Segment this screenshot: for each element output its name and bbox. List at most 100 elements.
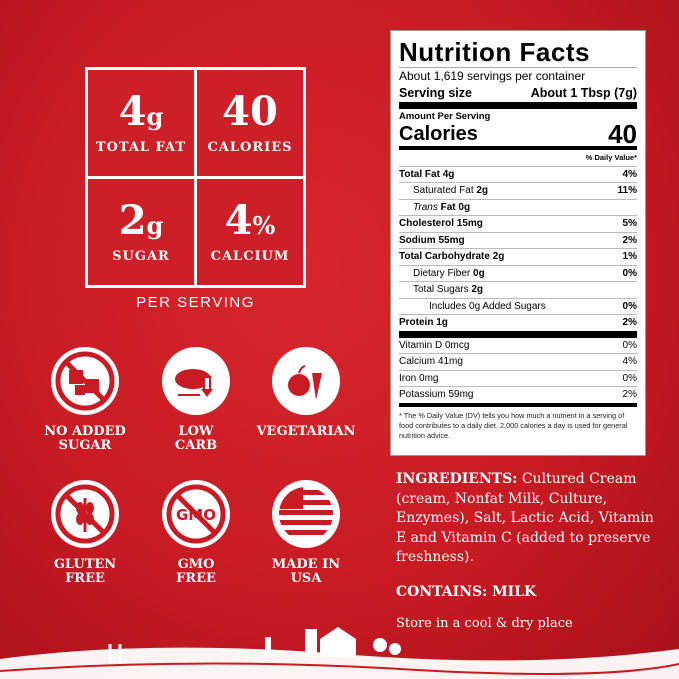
label: CALCIUM <box>210 248 290 264</box>
badge-label: USA <box>290 571 322 586</box>
farm-landscape-illustration <box>0 627 679 679</box>
label: SUGAR <box>112 248 170 264</box>
value: 4 <box>224 196 253 244</box>
vitamin-row: Potassium 59mg 2% <box>399 387 637 407</box>
name: Calcium 41mg <box>399 356 463 367</box>
footnote: * The % Daily Value (DV) tells you how m… <box>399 410 628 440</box>
name: Iron 0mg <box>399 372 439 384</box>
badge-made-in-usa: MADE IN USA <box>251 478 361 586</box>
badge-label: VEGETARIAN <box>256 424 356 439</box>
no-wheat-icon <box>51 480 119 548</box>
amount: 15mg <box>456 218 483 229</box>
allergen-statement: CONTAINS: MILK <box>396 584 537 600</box>
amount: 2g <box>476 185 489 196</box>
nutrient-row: Includes 0g Added Sugars 0% <box>399 299 637 315</box>
name: Dietary Fiber <box>413 267 471 279</box>
badge-label: SUGAR <box>58 438 112 453</box>
value: 40 <box>608 119 637 149</box>
unit: g <box>146 210 164 240</box>
badge-label: GLUTEN <box>53 557 117 572</box>
no-sugar-cubes-icon <box>51 347 119 415</box>
badge-label: FREE <box>176 571 216 586</box>
nutrient-name: Dietary Fiber 0g <box>399 266 485 282</box>
ingredients-text: Cultured Cream (cream, Nonfat Milk, Cult… <box>396 471 654 565</box>
name: Total Fat <box>399 168 440 180</box>
nutrient-row: Dietary Fiber 0g 0% <box>399 266 637 282</box>
us-flag-icon <box>272 480 340 548</box>
vegetables-icon <box>272 347 340 415</box>
label: Serving size <box>399 86 472 100</box>
value: 2 <box>118 196 147 244</box>
value: About 1 Tbsp (7g) <box>530 86 637 100</box>
name: Vitamin D 0mcg <box>399 339 470 351</box>
badge-no-added-sugar: NO ADDED SUGAR <box>30 345 140 453</box>
highlight-calcium: 4% CALCIUM <box>197 179 303 285</box>
nutrient-row: Protein 1g 2% <box>399 315 637 338</box>
vitamin-row: Calcium 41mg 4% <box>399 354 637 371</box>
daily-value: 2% <box>622 317 637 328</box>
name: Trans <box>413 201 438 213</box>
nutrient-row: Saturated Fat 2g 11% <box>399 183 637 200</box>
name: Sodium <box>399 234 436 246</box>
amount: 2g <box>492 251 505 262</box>
badge-vegetarian: VEGETARIAN <box>251 345 361 439</box>
amount: 0g <box>473 267 485 279</box>
name: Cholesterol <box>399 218 455 229</box>
badge-label: FREE <box>65 571 105 586</box>
badge-label: NO ADDED <box>44 424 126 439</box>
nutrient-name: Total Sugars 2g <box>399 282 483 298</box>
daily-value: 5% <box>622 218 637 229</box>
nutrient-row: Trans Fat 0g <box>399 200 637 216</box>
amount: 1g <box>436 317 448 328</box>
badge-label: LOW <box>178 424 214 439</box>
calories-row: Calories 40 <box>399 119 637 150</box>
label: % Daily Value* <box>585 153 637 162</box>
daily-value: 1% <box>622 251 637 262</box>
daily-value: 4% <box>622 356 637 367</box>
nutrient-name: Protein 1g <box>399 315 448 331</box>
label: TOTAL FAT <box>95 139 187 155</box>
highlight-total-fat: 4g TOTAL FAT <box>88 70 194 176</box>
daily-value: 2% <box>622 234 637 246</box>
value: 40 <box>222 87 278 135</box>
name: Total Carbohydrate <box>399 251 490 262</box>
name: Protein <box>399 317 434 328</box>
label: Calories <box>399 123 478 145</box>
daily-value: 0% <box>622 300 637 312</box>
nutrient-row: Cholesterol 15mg 5% <box>399 216 637 233</box>
low-carb-bread-icon <box>162 347 230 415</box>
vitamin-row: Vitamin D 0mcg 0% <box>399 338 637 354</box>
nutrient-name: Saturated Fat 2g <box>399 183 488 199</box>
daily-value: 11% <box>617 185 637 196</box>
badge-gluten-free: GLUTEN FREE <box>30 478 140 586</box>
daily-value: 0% <box>622 267 637 279</box>
badge-label: CARB <box>174 438 218 453</box>
nutrient-row: Total Carbohydrate 2g 1% <box>399 249 637 266</box>
serving-size-row: Serving size About 1 Tbsp (7g) <box>399 85 637 109</box>
daily-value: 4% <box>622 168 637 180</box>
name: Total Sugars <box>413 284 469 295</box>
nutrition-facts-label: Nutrition Facts About 1,619 servings per… <box>390 30 646 456</box>
nutrition-highlights-grid: 4g TOTAL FAT 40 CALORIES 2g SUGAR 4% CALCIUM <box>85 67 306 288</box>
badge-low-carb: LOW CARB <box>141 345 251 453</box>
label: CALORIES <box>207 139 293 155</box>
badge-label: MADE IN <box>271 557 341 572</box>
amount: 55mg <box>438 234 465 246</box>
nutrient-name: Total Fat 4g <box>399 167 454 183</box>
amount: Fat 0g <box>440 201 471 213</box>
dv-header: % Daily Value* <box>399 150 637 167</box>
name: Saturated Fat <box>413 185 474 196</box>
amount: 2g <box>471 284 484 295</box>
highlight-sugar: 2g SUGAR <box>88 179 194 285</box>
value: 4 <box>118 87 147 135</box>
per-serving-label: PER SERVING <box>136 294 255 311</box>
servings-per-container: About 1,619 servings per container <box>399 69 586 83</box>
vitamin-row: Iron 0mg 0% <box>399 371 637 387</box>
highlight-calories: 40 CALORIES <box>197 70 303 176</box>
ingredients: INGREDIENTS: Cultured Cream (cream, Nonf… <box>396 470 656 568</box>
nutrient-name: Total Carbohydrate 2g <box>399 249 504 265</box>
no-gmo-icon: GMO <box>162 480 230 548</box>
storage-instructions: Store in a cool & dry place <box>396 616 573 631</box>
nutrient-row: Total Sugars 2g <box>399 282 637 299</box>
